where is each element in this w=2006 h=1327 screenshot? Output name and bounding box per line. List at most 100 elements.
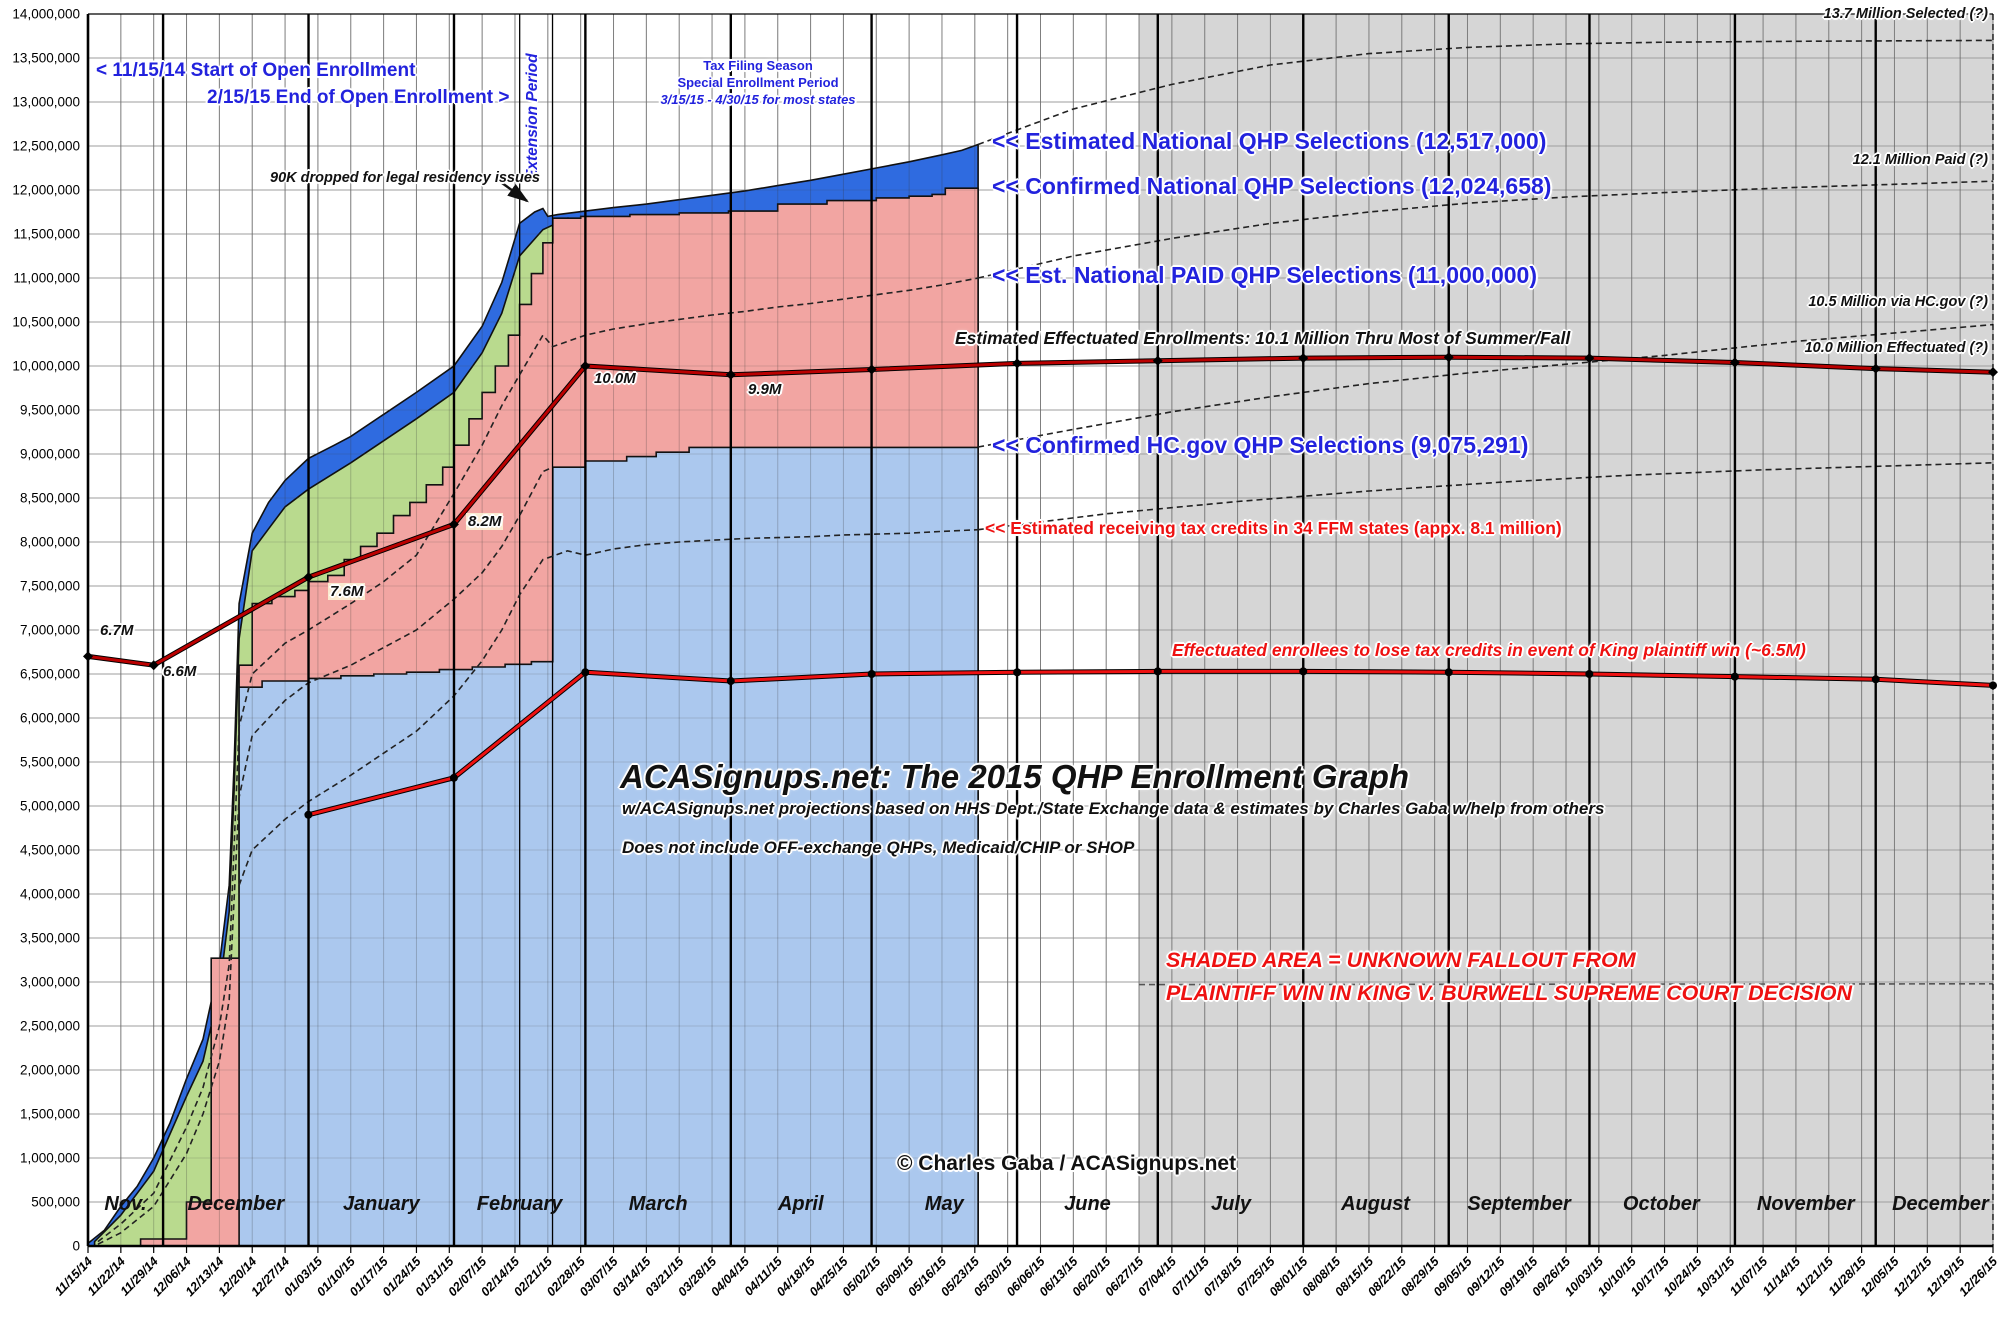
label-paid-national: << Est. National PAID QHP Selections (11… <box>992 262 1537 288</box>
outline-confirmed-national-selections <box>139 187 979 1246</box>
chart-subtitle: w/ACASignups.net projections based on HH… <box>622 799 1605 818</box>
y-tick-label: 9,000,000 <box>20 447 80 462</box>
shaded-note-line1: SHADED AREA = UNKNOWN FALLOUT FROM <box>1166 948 1636 972</box>
y-tick-label: 2,000,000 <box>20 1063 80 1078</box>
series-estimated-paid-dashed <box>97 277 979 1243</box>
y-tick-label: 8,000,000 <box>20 535 80 550</box>
point-label-8.2m: 8.2M <box>466 513 504 531</box>
marker-king-plaintiff-loss <box>304 810 313 819</box>
gridlines-over <box>88 13 1994 1246</box>
y-tick-label: 500,000 <box>31 1195 80 1210</box>
copyright: © Charles Gaba / ACASignups.net <box>897 1152 1237 1175</box>
label-effectuated: Estimated Effectuated Enrollments: 10.1 … <box>955 328 1571 348</box>
y-tick-label: 6,500,000 <box>20 667 80 682</box>
label-king-plaintiff: Effectuated enrollees to lose tax credit… <box>1172 640 1806 660</box>
y-tick-label: 6,000,000 <box>20 711 80 726</box>
y-tick-label: 4,000,000 <box>20 887 80 902</box>
tax-filing-line2: Special Enrollment Period <box>677 74 839 90</box>
tax-filing-line3: 3/15/15 - 4/30/15 for most states <box>660 91 856 107</box>
marker-effectuated-enrollments <box>1584 353 1595 364</box>
chart-exclusion-note: Does not include OFF-exchange QHPs, Medi… <box>622 838 1135 857</box>
marker-king-plaintiff-loss <box>1730 672 1739 681</box>
month-label: September <box>1467 1193 1572 1215</box>
point-label-6.6m: 6.6M <box>163 663 197 680</box>
point-label-9.9m: 9.9M <box>748 381 782 398</box>
month-label: December <box>1892 1193 1990 1215</box>
area-confirmed-hcgov-selections <box>239 447 979 1246</box>
month-label: June <box>1064 1193 1111 1215</box>
y-tick-label: 9,500,000 <box>20 403 80 418</box>
outline-green-estimate-band <box>93 216 569 1246</box>
marker-effectuated-enrollments <box>448 519 459 530</box>
y-tick-label: 13,500,000 <box>12 51 80 66</box>
series-projection-hcgov <box>977 323 1994 448</box>
shaded-area-note: SHADED AREA = UNKNOWN FALLOUT FROM PLAIN… <box>1166 944 1852 1011</box>
marker-effectuated-enrollments <box>1988 367 1998 378</box>
marker-king-plaintiff-loss <box>726 677 735 686</box>
y-tick-label: 5,500,000 <box>20 755 80 770</box>
y-tick-label: 3,000,000 <box>20 975 80 990</box>
outline-confirmed-hcgov-selections <box>238 446 979 1246</box>
annotation-end-open-enrollment: 2/15/15 End of Open Enrollment > <box>207 87 510 108</box>
area-series <box>87 143 979 1247</box>
y-tick-label: 0 <box>72 1239 80 1254</box>
point-label-10.0m: 10.0M <box>594 370 636 387</box>
y-tick-label: 8,500,000 <box>20 491 80 506</box>
marker-effectuated-enrollments <box>1152 355 1163 366</box>
month-label: January <box>343 1193 421 1215</box>
month-label: December <box>187 1193 285 1215</box>
marker-king-plaintiff-loss <box>1444 668 1453 677</box>
right-label-paid: 12.1 Million Paid (?) <box>1852 152 1988 168</box>
marker-king-plaintiff-loss <box>867 670 876 678</box>
marker-king-plaintiff-loss <box>1585 670 1594 678</box>
y-tick-label: 4,500,000 <box>20 843 80 858</box>
y-tick-label: 7,000,000 <box>20 623 80 638</box>
month-boundary-lines <box>161 14 1877 1246</box>
marker-king-plaintiff-loss <box>1871 675 1880 684</box>
y-tick-label: 1,000,000 <box>20 1151 80 1166</box>
marker-effectuated-enrollments <box>1012 358 1023 369</box>
month-label: May <box>925 1193 965 1215</box>
red-line-series <box>83 352 1998 819</box>
marker-king-plaintiff-loss <box>1153 667 1162 676</box>
series-estimated-tax-credits-dashed <box>238 528 979 886</box>
y-tick-label: 14,000,000 <box>12 7 80 22</box>
right-label-effectuated: 10.0 Million Effectuated (?) <box>1804 340 1988 356</box>
month-label: February <box>477 1193 563 1215</box>
marker-effectuated-enrollments <box>1443 352 1454 363</box>
marker-king-plaintiff-loss <box>1299 667 1308 676</box>
y-tick-label: 7,500,000 <box>20 579 80 594</box>
y-tick-label: 3,500,000 <box>20 931 80 946</box>
right-label-hcgov: 10.5 Million via HC.gov (?) <box>1808 294 1988 310</box>
y-tick-label: 10,000,000 <box>12 359 80 374</box>
month-label: November <box>1757 1193 1856 1215</box>
outline-estimated-national-selections <box>87 143 979 1246</box>
month-label: August <box>1340 1193 1411 1215</box>
y-tick-label: 1,500,000 <box>20 1107 80 1122</box>
label-confirmed-national: << Confirmed National QHP Selections (12… <box>992 173 1552 199</box>
series-projection-low-dashed <box>1138 983 1994 986</box>
y-tick-label: 5,000,000 <box>20 799 80 814</box>
y-tick-label: 11,500,000 <box>13 227 80 242</box>
point-label-7.6m: 7.6M <box>328 583 366 601</box>
label-estimated-national: << Estimated National QHP Selections (12… <box>992 128 1547 154</box>
annotation-tax-filing-season: Tax Filing Season Special Enrollment Per… <box>638 58 878 109</box>
marker-king-plaintiff-loss <box>581 668 590 677</box>
annotation-start-open-enrollment: < 11/15/14 Start of Open Enrollment <box>96 60 416 81</box>
label-tax-credits: << Estimated receiving tax credits in 34… <box>985 518 1562 538</box>
y-tick-label: 2,500,000 <box>20 1019 80 1034</box>
annotation-extension-period: Extension Period <box>524 53 541 180</box>
y-tick-label: 11,000,000 <box>13 271 80 286</box>
chart-title: ACASignups.net: The 2015 QHP Enrollment … <box>620 758 1410 795</box>
marker-effectuated-enrollments <box>148 660 159 671</box>
month-label: July <box>1211 1193 1252 1215</box>
marker-effectuated-enrollments <box>1729 357 1740 368</box>
marker-effectuated-enrollments <box>866 364 877 375</box>
annotation-90k-dropped: 90K dropped for legal residency issues <box>270 170 540 186</box>
month-labels: Nov. December January February March April May… <box>104 1193 1990 1215</box>
y-tick-label: 10,500,000 <box>12 315 80 330</box>
y-axis-labels: 0 500,000 1,000,000 1,500,000 2,000,000 2,500… <box>12 7 80 1254</box>
marker-effectuated-enrollments <box>303 572 314 583</box>
